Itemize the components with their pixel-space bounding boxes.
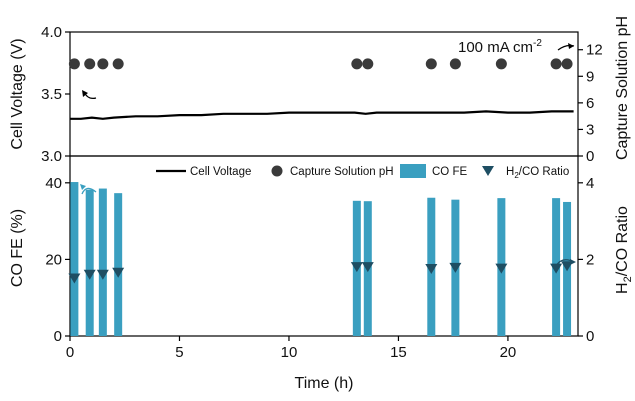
ratio-marker bbox=[495, 263, 508, 274]
x-tick-label: 15 bbox=[390, 344, 407, 361]
co-fe-bar bbox=[85, 189, 94, 336]
ph-marker bbox=[425, 58, 437, 70]
bottom-right-tick-label: 0 bbox=[586, 328, 594, 345]
ph-marker bbox=[351, 58, 363, 70]
bottom-plot-frame bbox=[69, 155, 579, 337]
legend-label-ratio-h: H bbox=[506, 166, 514, 178]
legend-label-co-fe: CO FE bbox=[432, 166, 467, 178]
ratio-marker bbox=[96, 269, 109, 280]
legend: Cell Voltage Capture Solution pH CO FE H… bbox=[156, 164, 569, 180]
ratio-markers bbox=[68, 261, 574, 284]
top-right-axis-label: Capture Solution pH bbox=[614, 16, 631, 160]
voltage-axis-arrow-head bbox=[82, 90, 88, 97]
co-fe-bar bbox=[98, 188, 107, 336]
annotation-arrow-right-head bbox=[568, 43, 574, 49]
top-right-tick-label: 0 bbox=[586, 148, 594, 165]
current-density-sup: -2 bbox=[533, 38, 542, 49]
legend-label-ratio-rest: /CO Ratio bbox=[519, 166, 570, 178]
legend-swatch-co-fe bbox=[400, 164, 426, 178]
x-tick-label: 20 bbox=[500, 344, 517, 361]
co-fe-bar bbox=[70, 182, 79, 336]
legend-label-ph: Capture Solution pH bbox=[290, 166, 394, 178]
ph-marker bbox=[112, 58, 124, 70]
current-density-text: 100 mA cm bbox=[458, 39, 533, 56]
ph-marker bbox=[84, 58, 96, 70]
ratio-marker bbox=[425, 263, 438, 274]
fe-axis-arrow bbox=[81, 187, 97, 195]
bottom-right-axis-label-h: H bbox=[614, 282, 631, 294]
current-density-annotation: 100 mA cm-2 bbox=[458, 38, 542, 56]
legend-label-ratio: H2/CO Ratio bbox=[506, 166, 569, 180]
x-axis-label: Time (h) bbox=[295, 375, 354, 392]
co-fe-bars bbox=[70, 182, 572, 336]
x-tick-label: 5 bbox=[175, 344, 183, 361]
legend-swatch-ratio bbox=[482, 166, 494, 176]
bottom-left-tick-label: 20 bbox=[45, 251, 62, 268]
ratio-marker bbox=[83, 269, 96, 280]
x-tick-label: 0 bbox=[66, 344, 74, 361]
ph-marker bbox=[68, 58, 80, 70]
bottom-left-tick-label: 0 bbox=[54, 328, 62, 345]
top-right-tick-label: 9 bbox=[586, 68, 594, 85]
bottom-right-tick-label: 4 bbox=[586, 175, 594, 192]
ratio-marker bbox=[350, 262, 363, 273]
bottom-left-tick-label: 40 bbox=[45, 175, 62, 192]
bottom-left-axis-label: CO FE (%) bbox=[9, 209, 26, 287]
ph-marker bbox=[97, 58, 109, 70]
fe-axis-arrow-head bbox=[80, 184, 86, 190]
co-fe-bar bbox=[114, 193, 123, 336]
ratio-marker bbox=[550, 263, 563, 274]
ratio-marker bbox=[361, 262, 374, 273]
top-right-tick-label: 3 bbox=[586, 121, 594, 138]
ratio-marker bbox=[449, 262, 462, 273]
top-left-tick-label: 4.0 bbox=[41, 24, 62, 41]
bottom-right-axis-label: H2/CO Ratio bbox=[614, 206, 634, 294]
top-right-tick-label: 6 bbox=[586, 95, 594, 112]
cell-voltage-line bbox=[70, 110, 574, 120]
legend-label-cell-voltage: Cell Voltage bbox=[190, 166, 251, 178]
bottom-right-axis-label-rest: /CO Ratio bbox=[614, 206, 631, 276]
top-left-tick-label: 3.0 bbox=[41, 148, 62, 165]
ph-marker bbox=[362, 58, 374, 70]
ph-marker bbox=[561, 58, 573, 70]
ratio-marker bbox=[68, 273, 81, 284]
ph-marker bbox=[495, 58, 507, 70]
legend-label-ratio-sub: 2 bbox=[514, 171, 519, 180]
top-left-tick-label: 3.5 bbox=[41, 86, 62, 103]
ph-marker bbox=[449, 58, 461, 70]
bottom-right-axis-label-sub: 2 bbox=[622, 276, 634, 282]
ph-markers bbox=[68, 58, 573, 70]
x-tick-label: 10 bbox=[281, 344, 298, 361]
top-right-tick-label: 12 bbox=[586, 42, 603, 59]
top-ticks: 3.0 3.5 4.0 0 3 6 9 12 bbox=[41, 24, 603, 165]
top-left-axis-label: Cell Voltage (V) bbox=[9, 38, 26, 149]
ratio-marker bbox=[112, 267, 125, 278]
legend-swatch-ph bbox=[271, 165, 283, 177]
ratio-axis-arrow-head bbox=[570, 259, 576, 265]
ph-marker bbox=[550, 58, 562, 70]
bottom-right-tick-label: 2 bbox=[586, 251, 594, 268]
